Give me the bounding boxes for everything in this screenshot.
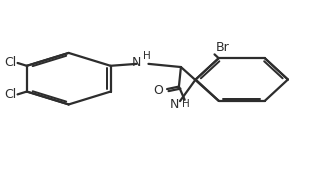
- Text: Cl: Cl: [4, 88, 16, 101]
- Text: N: N: [132, 56, 141, 69]
- Text: N: N: [170, 98, 179, 111]
- Text: O: O: [153, 84, 162, 97]
- Text: H: H: [182, 99, 190, 110]
- Text: H: H: [143, 51, 151, 61]
- Text: Cl: Cl: [4, 56, 16, 69]
- Text: Br: Br: [216, 41, 230, 54]
